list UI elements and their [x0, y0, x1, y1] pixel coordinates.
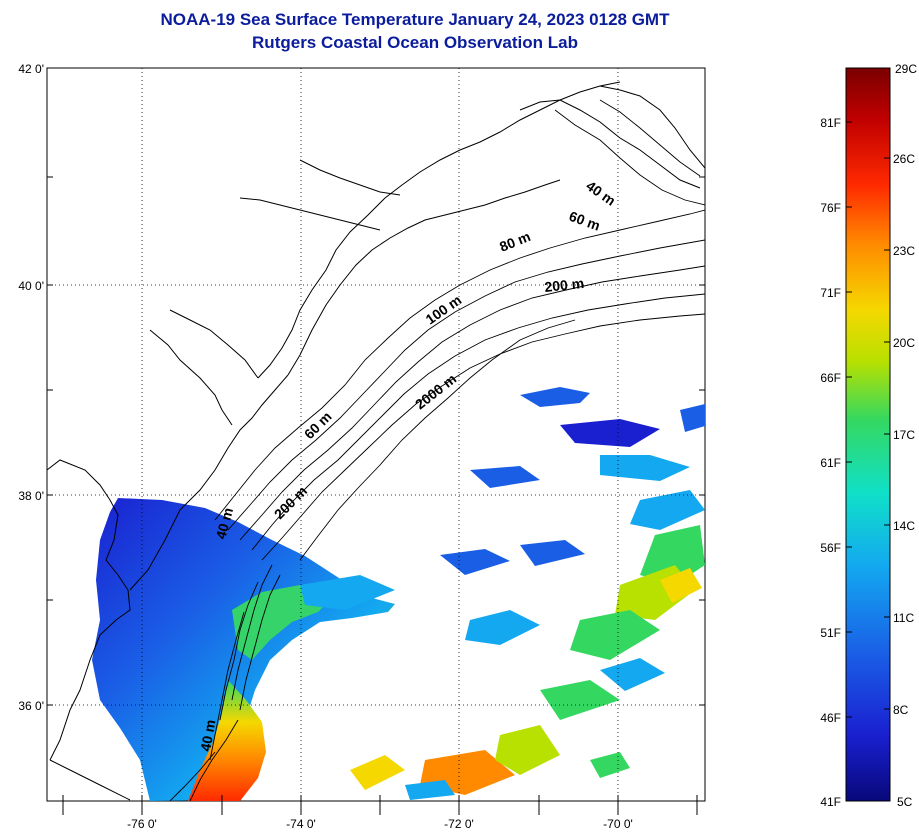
graticule	[47, 68, 705, 801]
celsius-label: 29C	[895, 62, 917, 76]
celsius-label: 14C	[893, 519, 915, 533]
sst-offshore-patches	[300, 387, 705, 800]
celsius-label: 20C	[893, 336, 915, 350]
isobaths	[169, 99, 705, 801]
celsius-label: 23C	[893, 244, 915, 258]
lat-label: 40 0'	[18, 279, 44, 293]
lon-label: -70 0'	[603, 817, 633, 831]
fahrenheit-label: 51F	[820, 626, 841, 640]
fahrenheit-label: 81F	[820, 116, 841, 130]
map-subtitle: Rutgers Coastal Ocean Observation Lab	[252, 33, 578, 52]
lat-label: 42 0'	[18, 62, 44, 76]
lon-label: -74 0'	[286, 817, 316, 831]
celsius-label: 5C	[897, 795, 913, 809]
fahrenheit-label: 71F	[820, 286, 841, 300]
fahrenheit-label: 66F	[820, 371, 841, 385]
fahrenheit-label: 41F	[820, 795, 841, 809]
isobath-label: 40 m	[197, 718, 218, 752]
sst-gulf-stream-warm	[188, 680, 266, 801]
isobath-label: 40 m	[212, 506, 236, 541]
colorbar-ticks	[846, 121, 890, 718]
fahrenheit-label: 76F	[820, 201, 841, 215]
celsius-label: 11C	[893, 611, 914, 625]
lon-label: -76 0'	[127, 817, 157, 831]
celsius-label: 8C	[893, 703, 909, 717]
lon-label: -72 0'	[444, 817, 474, 831]
axis-ticks	[47, 67, 705, 815]
fahrenheit-label: 46F	[820, 711, 841, 725]
fahrenheit-label: 56F	[820, 541, 841, 555]
celsius-label: 26C	[893, 152, 915, 166]
colorbar	[845, 67, 891, 802]
coastline	[47, 81, 705, 801]
celsius-label: 17C	[893, 428, 915, 442]
lat-label: 38 0'	[18, 489, 44, 503]
fahrenheit-label: 61F	[820, 456, 841, 470]
lat-label: 36 0'	[18, 699, 44, 713]
isobath-label: 200 m	[544, 275, 585, 295]
map-title: NOAA-19 Sea Surface Temperature January …	[160, 10, 670, 29]
